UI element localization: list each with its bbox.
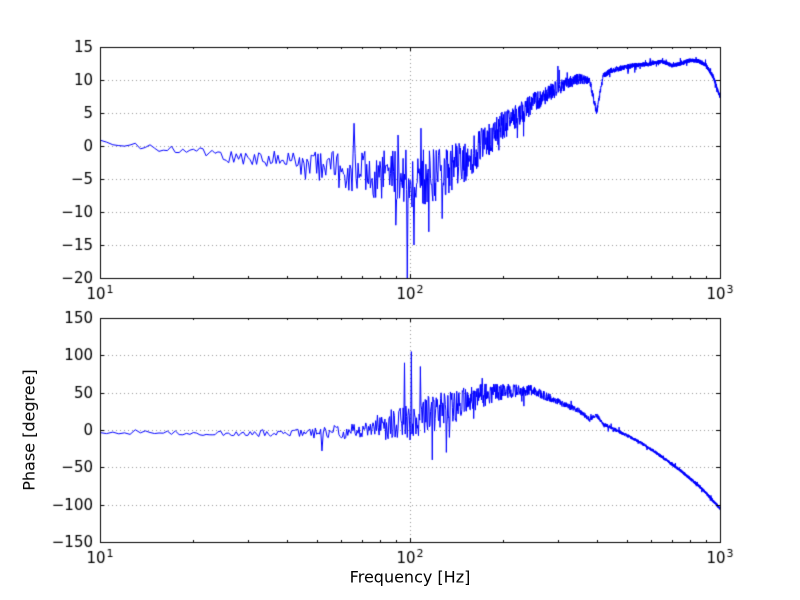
x-axis-title: Frequency [Hz] xyxy=(349,567,471,587)
phase-axis-title: Phase [degree] xyxy=(19,369,39,491)
